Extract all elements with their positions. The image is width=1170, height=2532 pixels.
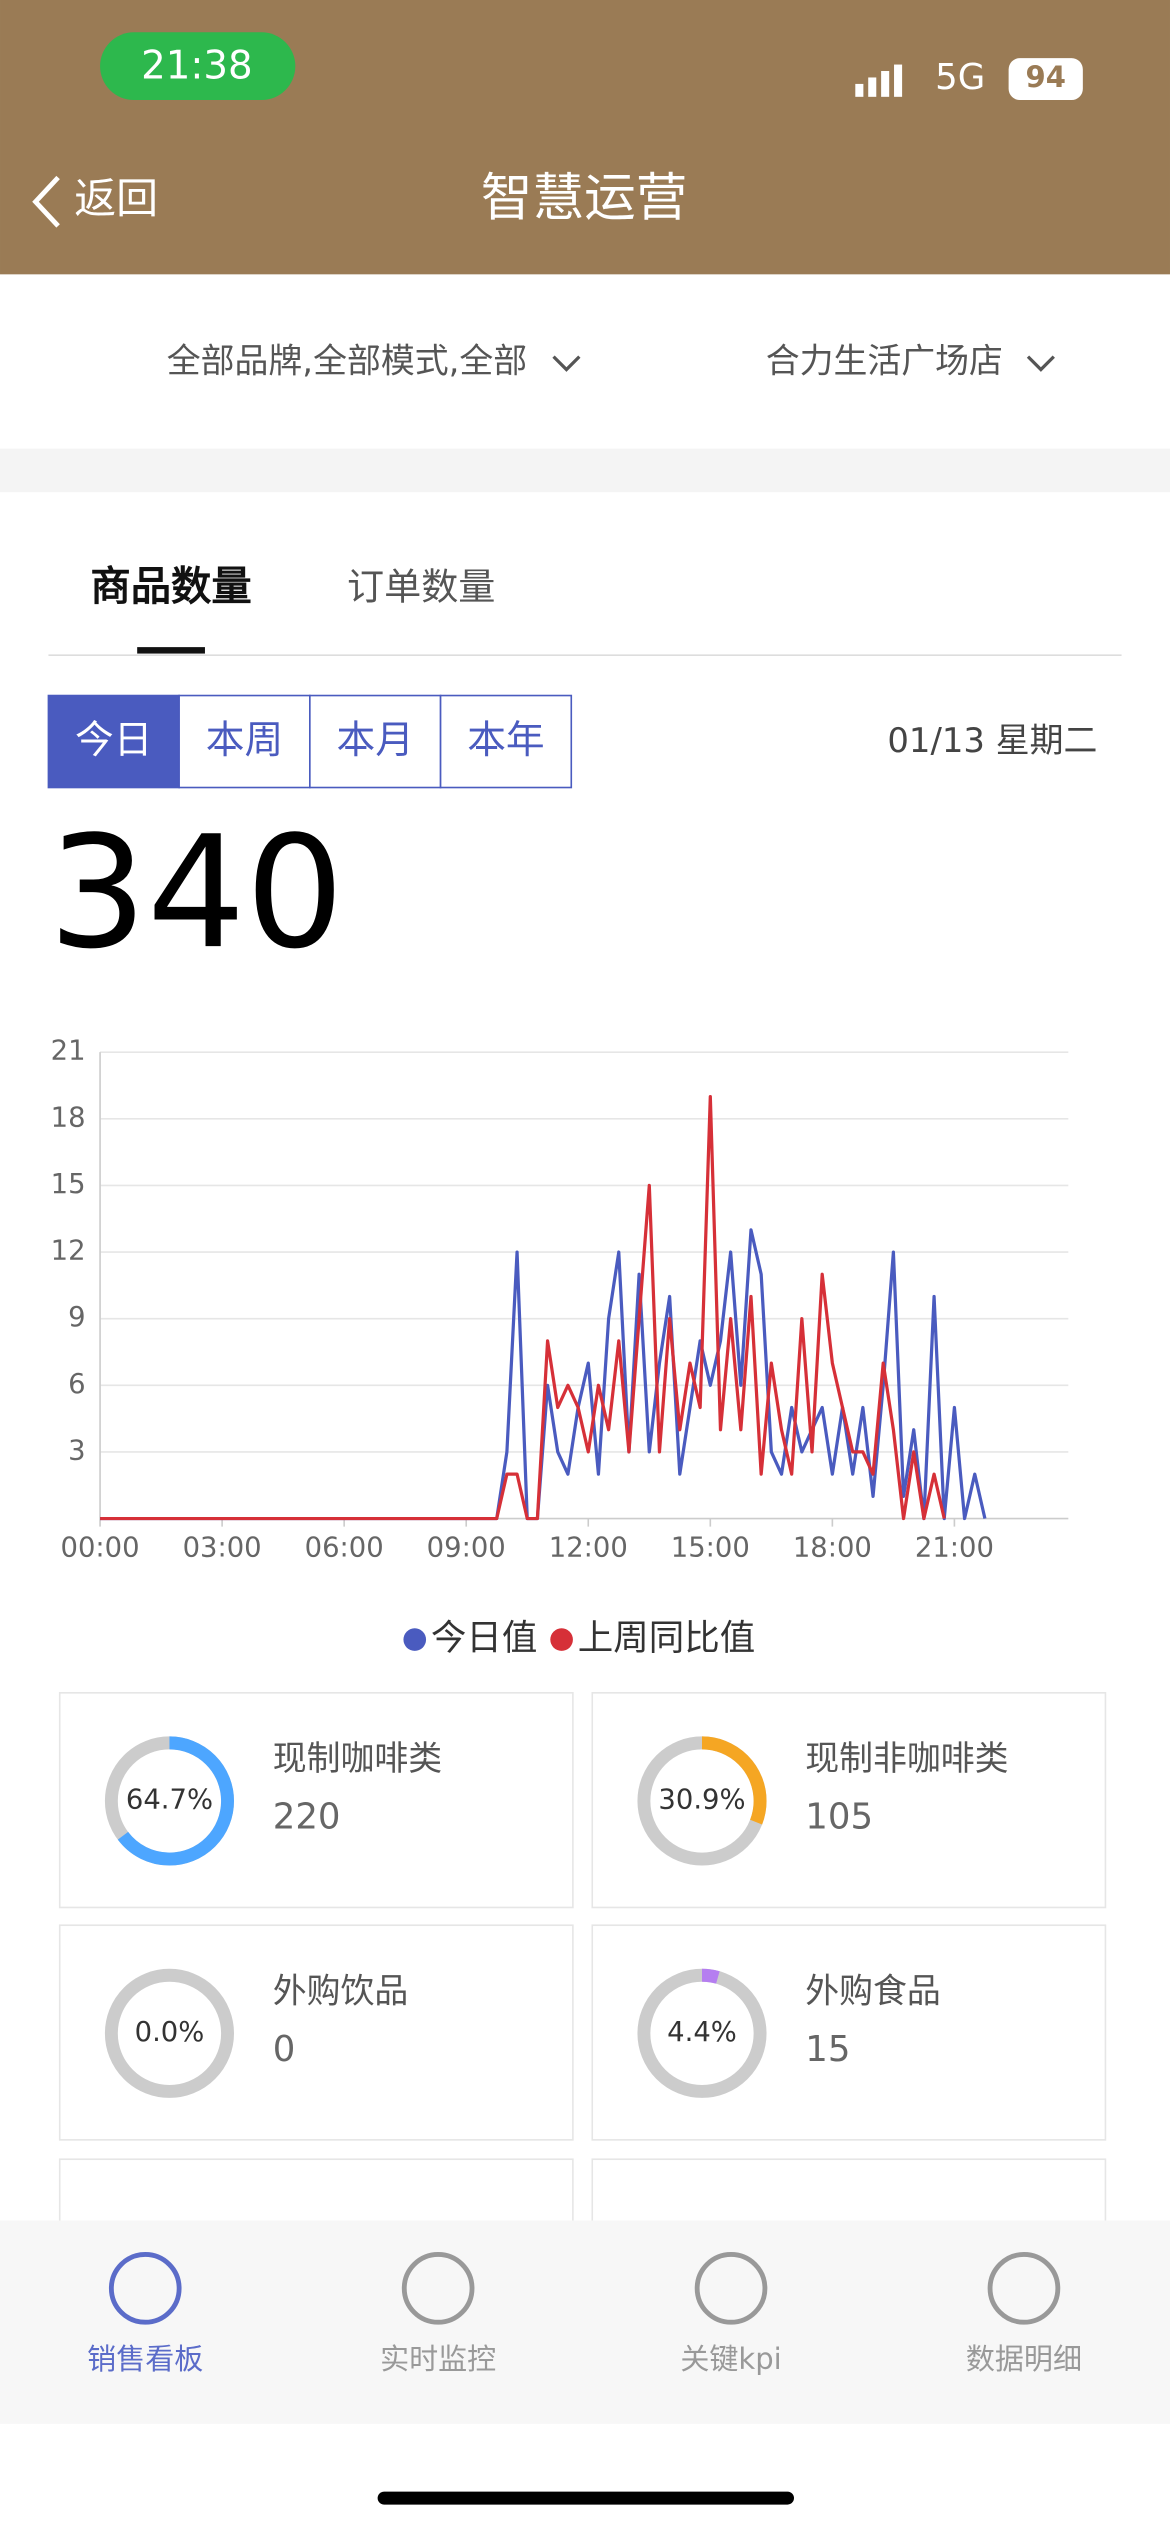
total-value: 340 bbox=[48, 802, 344, 983]
nav-icon[interactable] bbox=[987, 2252, 1061, 2325]
card-name: 现制非咖啡类 bbox=[805, 1739, 1008, 1778]
x-tick-label: 00:00 bbox=[61, 1533, 140, 1564]
brand-filter[interactable]: 全部品牌,全部模式,全部 bbox=[167, 342, 527, 381]
tab[interactable]: 订单数量 bbox=[347, 566, 495, 609]
nav-icon[interactable] bbox=[401, 2252, 475, 2325]
donut-arc bbox=[637, 1736, 767, 1866]
store-filter[interactable]: 合力生活广场店 bbox=[766, 342, 1003, 381]
bottom-nav bbox=[0, 2220, 1170, 2424]
legend-label: 今日值 bbox=[431, 1618, 538, 1659]
battery bbox=[1008, 58, 1083, 101]
card-count: 15 bbox=[805, 2029, 850, 2070]
line-series bbox=[100, 1228, 987, 1521]
x-tick-label: 15:00 bbox=[671, 1533, 750, 1564]
y-tick-label: 9 bbox=[68, 1302, 85, 1333]
y-tick-label: 3 bbox=[68, 1435, 85, 1466]
nav-icon[interactable] bbox=[694, 2252, 768, 2325]
donut-label: 30.9% bbox=[658, 1784, 745, 1815]
y-tick-label: 12 bbox=[51, 1236, 86, 1267]
signal-icon bbox=[855, 64, 903, 97]
tab-indicator bbox=[137, 647, 205, 654]
y-tick-label: 21 bbox=[51, 1036, 86, 1067]
card-count: 0 bbox=[273, 2029, 296, 2070]
home-area bbox=[0, 2423, 1170, 2532]
x-tick-label: 12:00 bbox=[549, 1533, 628, 1564]
tab-active[interactable]: 商品数量 bbox=[90, 563, 251, 610]
donut-label: 4.4% bbox=[667, 2017, 737, 2048]
card-name: 现制咖啡类 bbox=[273, 1739, 442, 1778]
dropdown-icon bbox=[1026, 355, 1055, 372]
period-label[interactable]: 本周 bbox=[206, 718, 283, 763]
x-tick-label: 03:00 bbox=[183, 1533, 262, 1564]
card-name: 外购食品 bbox=[805, 1972, 941, 2011]
x-tick-label: 06:00 bbox=[305, 1533, 384, 1564]
network: 5G bbox=[935, 57, 985, 98]
nav-label[interactable]: 数据明细 bbox=[966, 2342, 1082, 2376]
donut-track bbox=[104, 1968, 235, 2098]
donut-label: 64.7% bbox=[126, 1784, 213, 1815]
donut-arc bbox=[104, 1736, 235, 1866]
time-pill bbox=[100, 32, 296, 101]
y-tick-label: 15 bbox=[51, 1169, 86, 1200]
dropdown-icon bbox=[552, 355, 581, 372]
card-name: 外购饮品 bbox=[273, 1972, 408, 2011]
donut-label: 0.0% bbox=[135, 2017, 205, 2048]
period-button[interactable] bbox=[439, 694, 573, 789]
x-tick-label: 18:00 bbox=[793, 1533, 872, 1564]
legend-marker bbox=[403, 1628, 427, 1651]
period-label[interactable]: 本月 bbox=[336, 718, 413, 763]
nav-icon[interactable] bbox=[108, 2252, 182, 2325]
legend-label: 上周同比值 bbox=[578, 1618, 756, 1659]
battery-level: 94 bbox=[1026, 60, 1066, 94]
card bbox=[58, 1692, 574, 1909]
period-label[interactable]: 本年 bbox=[467, 718, 544, 763]
donut-arc bbox=[637, 1968, 767, 2098]
line-series bbox=[100, 1094, 946, 1521]
x-tick-label: 09:00 bbox=[427, 1533, 506, 1564]
status-time: 21:38 bbox=[141, 43, 253, 88]
divider bbox=[0, 448, 1170, 493]
y-tick-label: 18 bbox=[51, 1102, 86, 1133]
nav-label[interactable]: 实时监控 bbox=[380, 2342, 496, 2376]
x-tick-label: 21:00 bbox=[915, 1533, 994, 1564]
card-count: 220 bbox=[273, 1797, 341, 1838]
back-icon[interactable] bbox=[32, 175, 60, 228]
period-button[interactable] bbox=[47, 694, 180, 789]
home-indicator bbox=[377, 2491, 794, 2505]
y-tick-label: 6 bbox=[68, 1369, 85, 1400]
card-count: 105 bbox=[805, 1797, 873, 1838]
card bbox=[58, 1924, 574, 2141]
card bbox=[591, 1924, 1107, 2141]
nav-label[interactable]: 关键kpi bbox=[680, 2342, 781, 2376]
date: 01/13 星期二 bbox=[887, 721, 1097, 760]
nav-title: 智慧运营 bbox=[481, 169, 688, 229]
card bbox=[591, 1692, 1107, 1909]
period-label[interactable]: 今日 bbox=[75, 718, 152, 763]
legend-marker bbox=[550, 1628, 573, 1651]
nav-label[interactable]: 销售看板 bbox=[87, 2342, 203, 2376]
back-button[interactable]: 返回 bbox=[74, 174, 158, 223]
